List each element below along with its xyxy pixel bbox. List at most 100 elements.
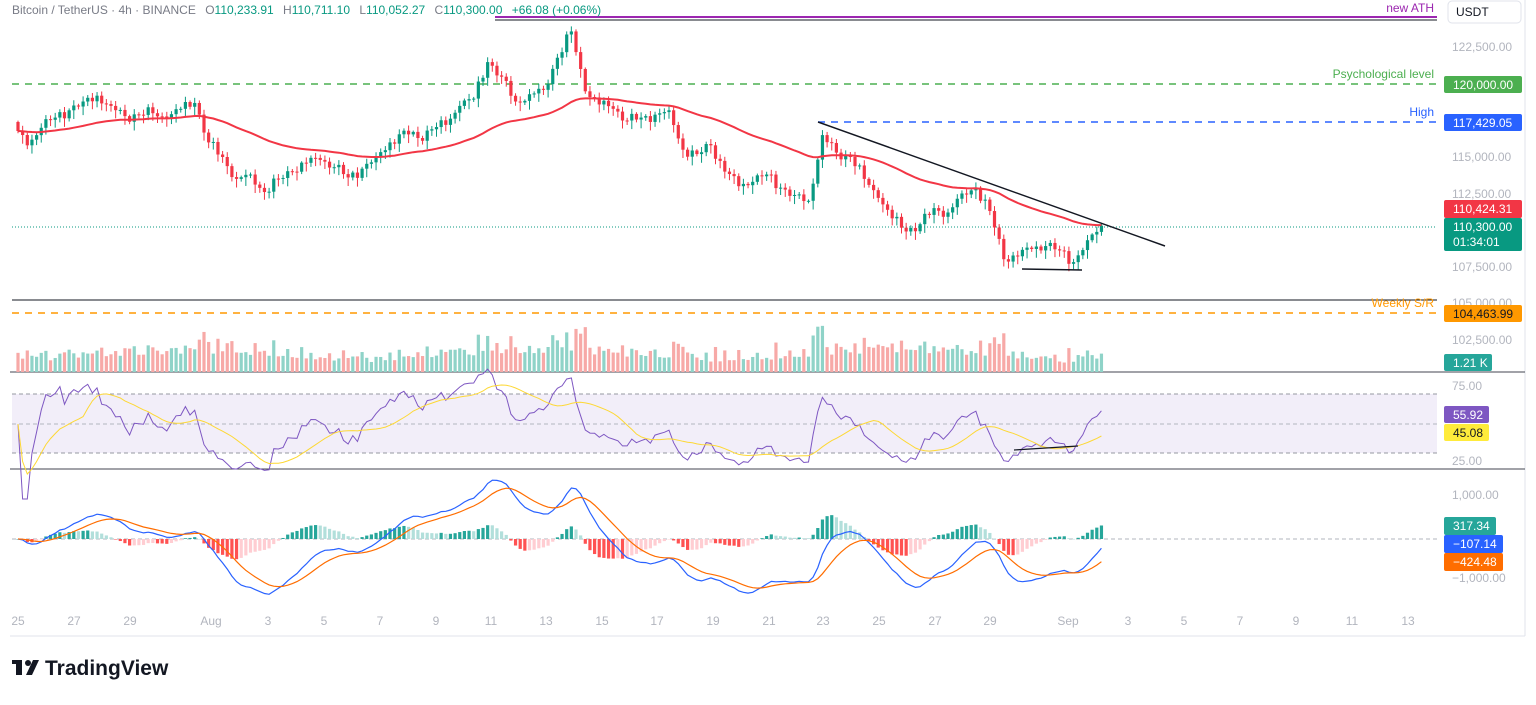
macd-histogram-bar <box>132 539 136 546</box>
macd-histogram-bar <box>137 539 141 546</box>
volume-bar <box>611 352 615 372</box>
candle-up <box>374 157 378 163</box>
symbol-title[interactable]: Bitcoin / TetherUS · 4h · BINANCE <box>12 3 196 17</box>
volume-bar <box>890 343 894 372</box>
macd-signal-line <box>17 487 1102 589</box>
support-line[interactable] <box>1021 268 1083 271</box>
volume-bar <box>681 346 685 372</box>
volume-bar <box>667 357 671 372</box>
candle-down <box>318 157 322 160</box>
candle-up <box>820 135 825 160</box>
volume-bar <box>527 345 532 372</box>
high-label: H <box>283 3 292 17</box>
volume-bar <box>439 349 443 372</box>
macd-histogram-bar <box>672 539 676 541</box>
candle-down <box>1030 247 1034 249</box>
macd-histogram-bar <box>327 528 332 539</box>
macd-histogram-bar <box>267 539 271 549</box>
candle-up <box>281 177 285 179</box>
volume-bar <box>58 353 62 372</box>
macd-histogram-bar <box>834 517 838 539</box>
volume-bar <box>969 351 973 372</box>
weekly-sr-price-tag <box>1444 305 1522 322</box>
candle-down <box>648 116 652 122</box>
candle-down <box>783 187 787 190</box>
volume-bar <box>402 356 406 372</box>
volume-bar <box>128 348 132 372</box>
macd-histogram-bar <box>211 539 215 551</box>
macd-histogram-bar <box>588 539 592 551</box>
macd-histogram-bar <box>1034 539 1038 544</box>
volume-bar <box>104 356 108 372</box>
candle-up <box>765 174 769 177</box>
volume-bar <box>797 356 801 372</box>
downtrend-line[interactable] <box>817 121 1166 247</box>
macd-histogram-bar <box>504 534 508 539</box>
volume-bar <box>416 352 420 372</box>
macd-tick: 1,000.00 <box>1452 488 1499 502</box>
candle-up <box>527 94 532 101</box>
volume-bar <box>458 348 462 372</box>
tradingview-logo[interactable]: TradingView <box>12 657 169 680</box>
volume-bar <box>486 335 490 372</box>
candle-up <box>741 183 745 187</box>
candle-down <box>625 120 629 122</box>
macd-histogram-bar <box>351 536 355 539</box>
candle-down <box>904 227 908 232</box>
candle-up <box>532 93 536 95</box>
volume-bar <box>997 343 1001 372</box>
candle-down <box>416 131 420 139</box>
candle-up <box>565 34 569 53</box>
volume-bar <box>834 343 838 372</box>
candle-up <box>1044 246 1048 251</box>
candle-down <box>732 174 736 177</box>
candle-down <box>1067 251 1071 264</box>
macd-histogram-bar <box>839 520 843 539</box>
macd-histogram-bar <box>746 539 750 546</box>
ema-price-tag-text: 110,424.31 <box>1453 202 1512 216</box>
macd-histogram-bar <box>1095 527 1099 539</box>
macd-histogram-bar <box>179 539 183 541</box>
bar-countdown: 01:34:01 <box>1453 235 1500 249</box>
candle-up <box>639 117 643 120</box>
macd-histogram-bar <box>309 525 313 539</box>
volume-bar <box>565 332 569 372</box>
macd-histogram-bar <box>444 533 448 539</box>
macd-histogram-bar <box>495 528 499 539</box>
candle-down <box>104 103 108 105</box>
macd-histogram-bar <box>202 539 206 544</box>
candle-down <box>686 149 690 157</box>
volume-bar <box>951 348 955 372</box>
candle-down <box>588 91 592 98</box>
macd-histogram-bar <box>723 539 727 545</box>
candle-up <box>537 88 541 94</box>
rsi-divergence-line[interactable] <box>1013 445 1079 451</box>
candle-down <box>1006 259 1011 262</box>
macd-histogram-bar <box>653 539 657 546</box>
macd-histogram-bar <box>718 539 722 544</box>
candle-up <box>1071 262 1076 264</box>
volume-bar <box>1048 358 1052 372</box>
currency-button[interactable] <box>1447 0 1522 24</box>
time-axis[interactable]: 25 27 29 Aug 3 5 7 9 11 13 15 17 19 21 23 25 27 29 Sep 3 5 7 9… <box>11 614 1415 628</box>
macd-histogram-bar <box>448 533 453 539</box>
volume-bar <box>323 357 327 372</box>
candle-down <box>355 172 360 178</box>
volume-bar <box>583 327 587 372</box>
volume-bar <box>132 346 136 372</box>
candle-up <box>969 190 973 195</box>
volume-bar <box>53 357 57 372</box>
macd-histogram-bar <box>676 539 680 544</box>
volume-bar <box>723 350 727 372</box>
volume-bar <box>397 349 401 372</box>
volume-bar <box>504 349 508 372</box>
candle-up <box>779 187 783 189</box>
macd-histogram-bar <box>379 531 383 539</box>
legend-ohlc[interactable]: Bitcoin / TetherUS · 4h · BINANCE O110,2… <box>12 3 601 17</box>
volume-bar <box>523 352 527 372</box>
macd-histogram-bar <box>760 538 764 539</box>
high-price-tag-text: 117,429.05 <box>1453 116 1512 130</box>
candle-down <box>834 142 838 153</box>
volume-bar <box>500 353 504 372</box>
